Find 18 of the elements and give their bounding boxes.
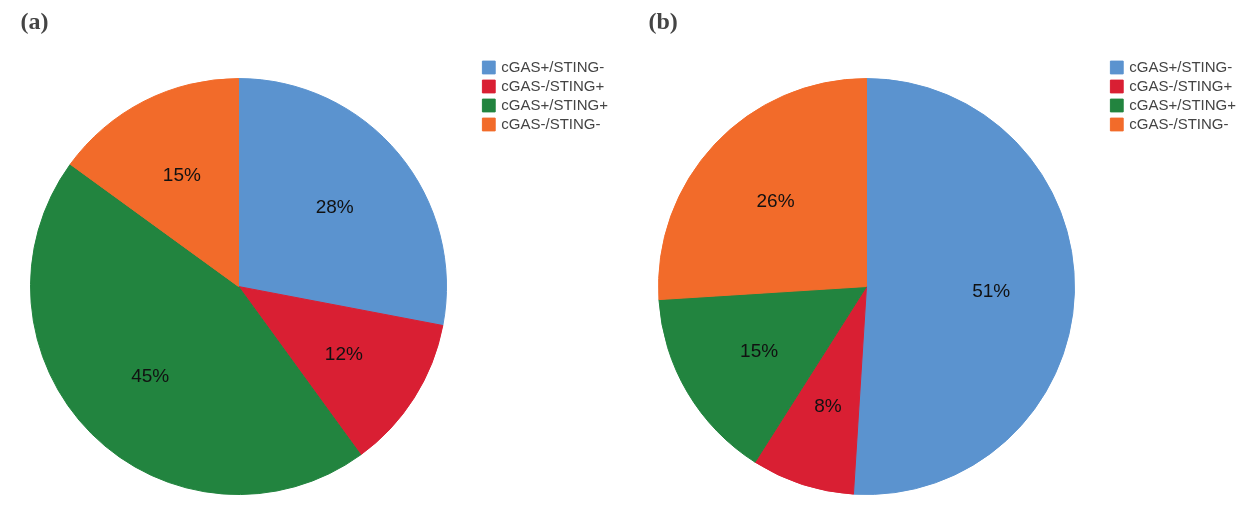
legend-label: cGAS+/STING+ xyxy=(1129,96,1236,113)
chart-title: (b) xyxy=(648,7,678,34)
legend-label: cGAS-/STING- xyxy=(1129,115,1229,132)
chart-title: (a) xyxy=(20,7,49,34)
legend-label: cGAS+/STING- xyxy=(501,58,605,75)
data-label: 28% xyxy=(315,196,354,218)
data-label: 8% xyxy=(814,395,842,417)
legend-label: cGAS-/STING+ xyxy=(1129,77,1233,94)
data-label: 15% xyxy=(740,339,779,361)
legend-label: cGAS-/STING+ xyxy=(501,77,605,94)
data-label: 26% xyxy=(756,190,795,212)
data-label: 15% xyxy=(162,164,201,186)
legend-label: cGAS+/STING+ xyxy=(501,96,608,113)
data-label: 51% xyxy=(972,279,1011,301)
data-label: 45% xyxy=(131,364,170,386)
legend-label: cGAS+/STING- xyxy=(1129,58,1233,75)
data-label: 12% xyxy=(324,343,363,365)
legend-label: cGAS-/STING- xyxy=(501,115,601,132)
